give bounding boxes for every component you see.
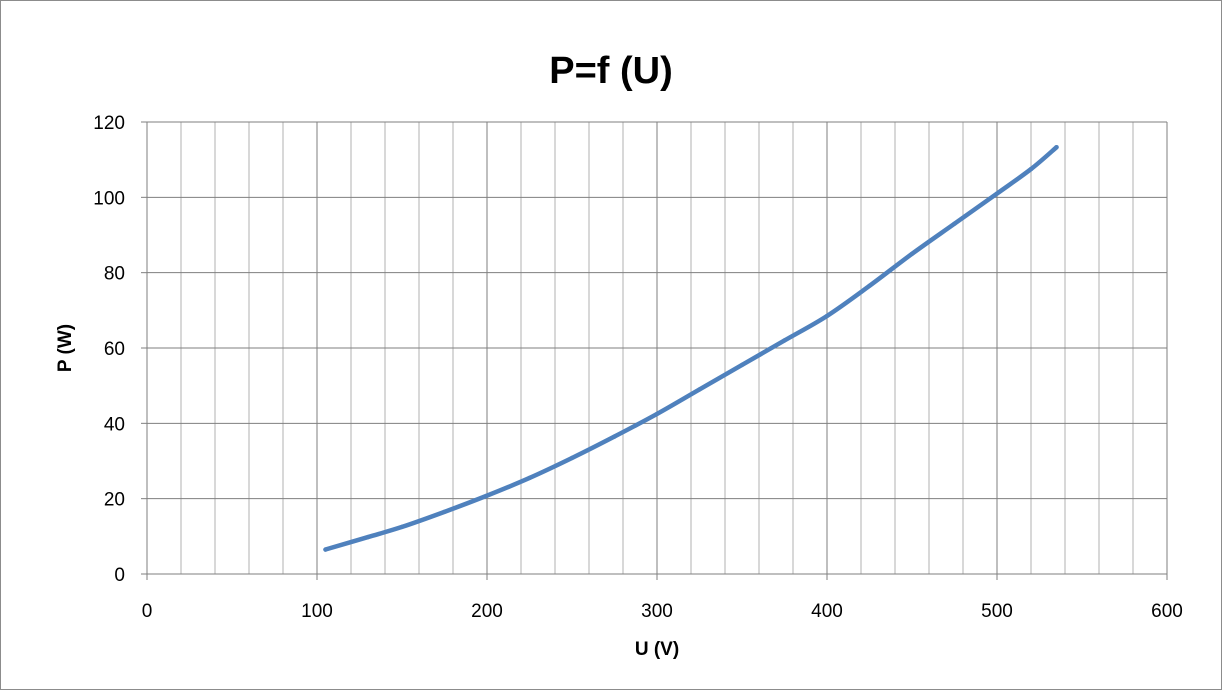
plot-area xyxy=(141,121,1168,580)
data-point xyxy=(484,493,490,498)
data-point xyxy=(527,475,532,481)
data-point xyxy=(824,313,830,319)
data-point xyxy=(612,434,617,439)
chart-title: P=f (U) xyxy=(549,50,673,92)
data-point xyxy=(867,283,872,289)
x-tick-label: 100 xyxy=(301,601,333,622)
x-tick-label: 200 xyxy=(471,601,503,622)
data-point xyxy=(654,411,660,417)
x-tick-label: 400 xyxy=(811,601,843,622)
data-point xyxy=(399,524,405,530)
y-tick-label: 80 xyxy=(104,264,125,285)
y-tick-label: 0 xyxy=(114,565,125,586)
data-point xyxy=(697,387,702,392)
y-tick-label: 20 xyxy=(104,490,125,511)
x-tick-label: 500 xyxy=(981,601,1013,622)
series-layer xyxy=(323,144,1059,552)
data-point xyxy=(569,455,575,461)
y-tick-label: 40 xyxy=(104,414,125,435)
data-point xyxy=(994,191,1000,196)
x-axis-title: U (V) xyxy=(635,639,679,660)
data-point xyxy=(323,547,328,552)
y-tick-label: 100 xyxy=(93,188,125,209)
data-point xyxy=(909,251,915,257)
data-point xyxy=(1028,166,1034,172)
data-point xyxy=(365,534,371,540)
y-tick-label: 60 xyxy=(104,339,125,360)
x-tick-label: 600 xyxy=(1151,601,1183,622)
y-axis-title: P (W) xyxy=(55,324,76,372)
y-tick-label: 120 xyxy=(93,113,125,134)
tick-labels: 0 100 200 300 400 500 600 0 20 40 60 80 100 120 xyxy=(93,113,1183,622)
data-point xyxy=(952,221,957,226)
data-point xyxy=(442,509,447,515)
x-tick-label: 300 xyxy=(641,601,673,622)
data-point xyxy=(1054,145,1059,150)
data-point xyxy=(739,362,745,368)
grid-lines xyxy=(147,121,1167,574)
data-point xyxy=(782,338,787,343)
x-tick-label: 0 xyxy=(142,601,153,622)
